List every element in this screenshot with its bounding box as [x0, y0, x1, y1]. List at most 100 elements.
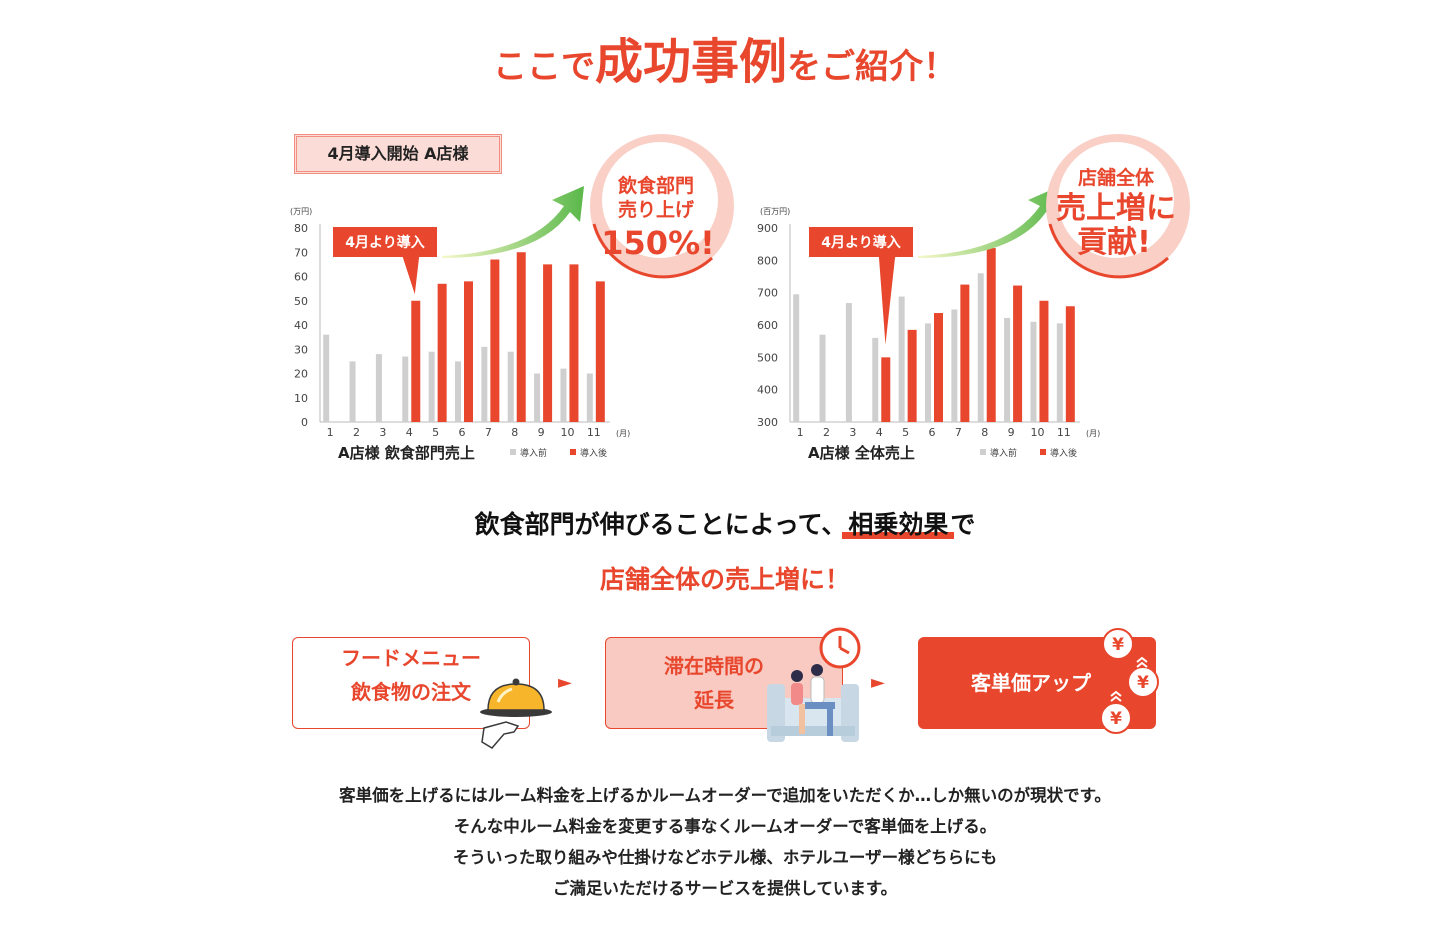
bar-after [1065, 306, 1075, 422]
bar-after [960, 284, 970, 422]
bar-after [881, 357, 891, 422]
legend-swatch-after [1040, 449, 1046, 455]
bar-after [569, 264, 579, 422]
bar-before [507, 351, 514, 422]
headline-part2: 成功事例 [594, 34, 787, 90]
callout-box [807, 225, 915, 356]
bar-before [1004, 317, 1011, 422]
legend-swatch-after [570, 449, 576, 455]
bar-before [455, 361, 461, 422]
bubble-line-2: 売り上げ [618, 198, 695, 221]
bar-before [977, 273, 984, 422]
bubble-arc [1048, 223, 1170, 279]
bubble-inner [602, 142, 718, 258]
bar-after [437, 283, 447, 422]
synergy-statement: 飲食部門が伸びることによって、相乗効果で [0, 505, 1450, 541]
x-tick-label: 11 [1057, 426, 1071, 439]
callout-label: 4月より導入 [821, 234, 900, 251]
legend-label-after: 導入後 [580, 447, 607, 459]
headline-part3: をご紹介！ [787, 47, 957, 87]
y-tick-label: 50 [294, 295, 308, 308]
bar-before [793, 294, 800, 422]
y-tick-label: 700 [757, 287, 778, 300]
bar-before [402, 356, 409, 422]
case-label: 4月導入開始 A店様 [294, 134, 502, 174]
svg-text:¥: ¥ [1112, 635, 1124, 655]
chart-title: A店様 全体売上 [808, 444, 915, 462]
x-tick-label: 11 [587, 426, 601, 439]
x-tick-label: 9 [1008, 426, 1015, 439]
flow-food-order-line2: 飲食物の注文 [351, 680, 471, 704]
x-tick-label: 1 [327, 426, 334, 439]
bar-before [586, 373, 593, 422]
svg-text:¥: ¥ [1137, 673, 1149, 693]
legend-swatch-before [980, 449, 986, 455]
x-tick-label: 10 [1030, 426, 1044, 439]
growth-arrow [918, 186, 1060, 258]
y-tick-label: 500 [757, 351, 778, 364]
callout-box [331, 225, 439, 300]
y-tick-label: 80 [294, 222, 308, 235]
callout-label: 4月より導入 [345, 234, 424, 251]
x-tick-label: 3 [849, 426, 856, 439]
bar-before [925, 323, 931, 422]
bar-before [428, 351, 435, 422]
y-tick-label: 400 [757, 384, 778, 397]
x-tick-label: 3 [379, 426, 386, 439]
chart-food-sales: (万円) 0 10 20 30 40 50 60 70 80 1 2 3 4 5 6 7 8 9 10 11 (月) A店様… [290, 134, 734, 462]
bubble-inner [1058, 142, 1174, 258]
bubble-arc [592, 223, 714, 279]
body-line-3: そういった取り組みや仕掛けなどホテル様、ホテルユーザー様どちらにも [452, 848, 998, 867]
legend-label-after: 導入後 [1050, 447, 1077, 459]
chart-total-sales: (百万円) 300 400 500 600 700 800 900 1 2 3 4 5 6 7 8 9 10 11 (… [757, 134, 1190, 462]
legend-swatch-before [510, 449, 516, 455]
bar-before [845, 303, 852, 422]
bar-before [560, 368, 567, 422]
bubble-line-3: 150%! [601, 224, 714, 262]
y-tick-label: 600 [757, 319, 778, 332]
x-tick-label: 7 [485, 426, 492, 439]
x-tick-label: 2 [823, 426, 830, 439]
y-tick-label: 300 [757, 416, 778, 429]
bar-after [986, 248, 996, 422]
bar-after [543, 264, 553, 422]
x-tick-label: 8 [511, 426, 518, 439]
bar-before [1056, 323, 1063, 422]
bar-after [595, 281, 605, 422]
synergy-text-a: 飲食部門が伸びることによって、 [474, 510, 847, 539]
y-unit-label: (万円) [290, 207, 312, 216]
x-unit-label: (月) [1086, 429, 1100, 438]
synergy-text-b: で [950, 510, 976, 539]
x-tick-label: 5 [432, 426, 439, 439]
flow-stay-time-line1: 滞在時間の [664, 654, 764, 678]
bar-after [934, 313, 943, 422]
x-tick-label: 6 [929, 426, 936, 439]
y-tick-label: 800 [757, 254, 778, 267]
y-tick-label: 40 [294, 319, 308, 332]
cloche-icon [480, 678, 552, 749]
flow-arrow-2: ► [871, 672, 885, 693]
bubble-line-2: 売上増に [1056, 191, 1176, 226]
flow-spend-up-label: 客単価アップ [971, 671, 1091, 695]
couple-on-sofa-icon [767, 627, 861, 742]
x-tick-label: 4 [406, 426, 413, 439]
x-tick-label: 4 [876, 426, 883, 439]
bar-before [898, 296, 905, 422]
bubble-line-1: 店舗全体 [1078, 166, 1155, 189]
y-tick-label: 30 [294, 343, 308, 356]
bar-before [534, 373, 541, 422]
bar-before [951, 309, 958, 422]
y-tick-label: 60 [294, 271, 308, 284]
bar-after [464, 281, 473, 422]
body-line-4: ご満足いただけるサービスを提供しています。 [552, 879, 898, 898]
flow-stay-time-line2: 延長 [694, 688, 734, 712]
x-tick-label: 5 [902, 426, 909, 439]
x-tick-label: 7 [955, 426, 962, 439]
x-tick-label: 6 [459, 426, 466, 439]
flow-arrow-1: ► [558, 672, 572, 693]
body-text: 客単価を上げるにはルーム料金を上げるかルームオーダーで追加をいただくか…しか無い… [0, 780, 1450, 904]
bar-after [516, 252, 526, 422]
bar-after [907, 329, 917, 422]
x-unit-label: (月) [616, 429, 630, 438]
y-tick-label: 10 [294, 392, 308, 405]
